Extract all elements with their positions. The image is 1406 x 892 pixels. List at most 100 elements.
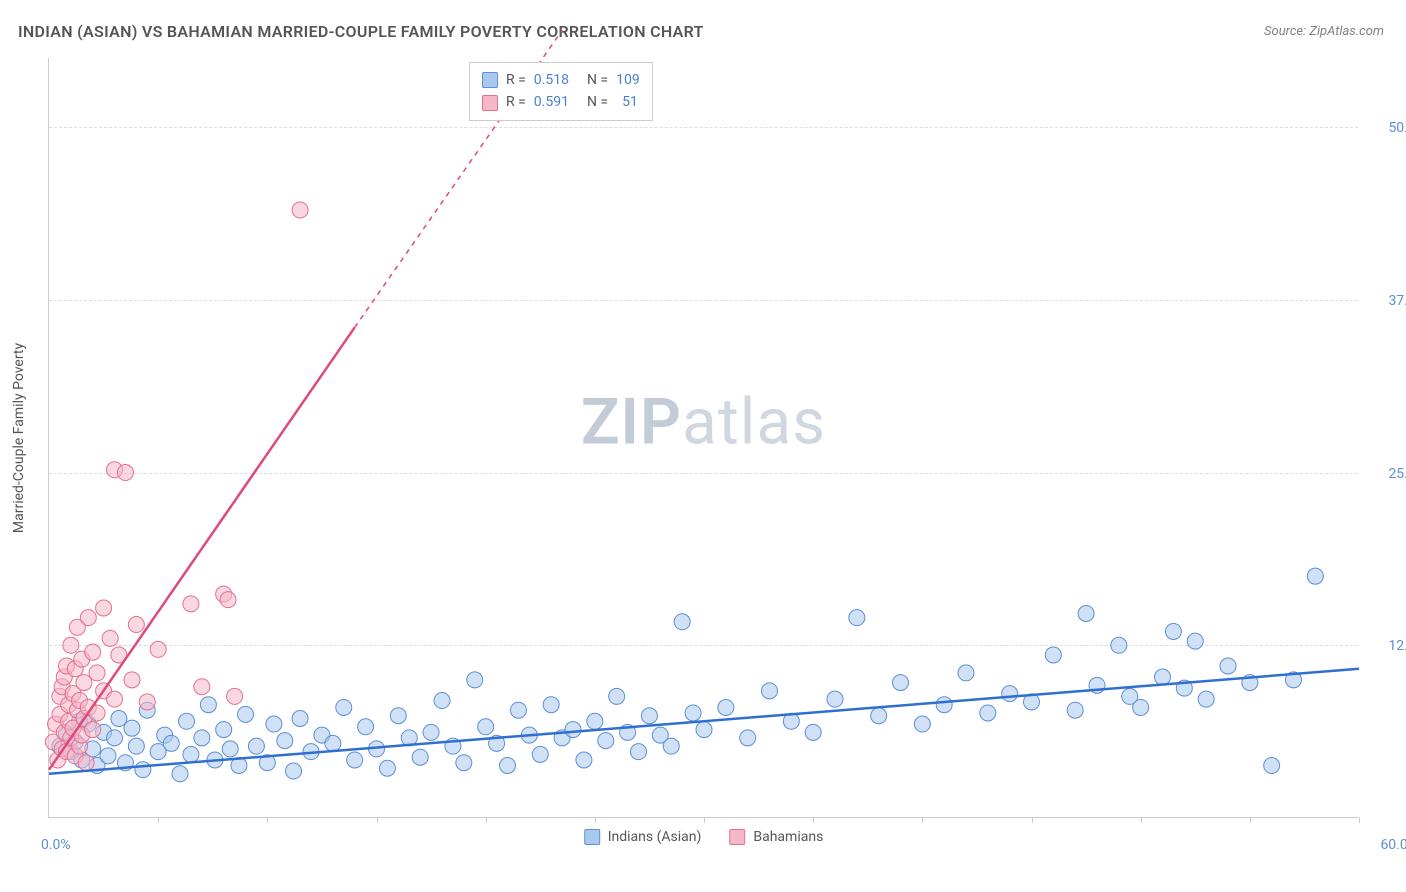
data-point-indians: [532, 746, 548, 762]
data-point-indians: [587, 713, 603, 729]
y-tick-label: 12.5%: [1388, 638, 1406, 654]
y-tick-label: 50.0%: [1388, 120, 1406, 136]
x-tick: [1032, 817, 1033, 823]
data-point-indians: [266, 716, 282, 732]
data-point-indians: [1198, 691, 1214, 707]
data-point-indians: [1165, 623, 1181, 639]
r-label: R =: [506, 91, 526, 113]
data-point-indians: [216, 722, 232, 738]
data-point-bahamians: [85, 644, 101, 660]
data-point-indians: [936, 697, 952, 713]
data-point-bahamians: [63, 637, 79, 653]
n-label: N =: [587, 69, 608, 91]
r-label: R =: [506, 69, 526, 91]
x-axis-max-label: 60.0%: [1380, 837, 1406, 853]
data-point-indians: [641, 708, 657, 724]
data-point-indians: [543, 697, 559, 713]
data-point-indians: [200, 697, 216, 713]
data-point-indians: [718, 699, 734, 715]
data-point-indians: [325, 735, 341, 751]
data-point-indians: [423, 724, 439, 740]
data-point-indians: [740, 730, 756, 746]
x-axis-min-label: 0.0%: [41, 837, 71, 853]
data-point-indians: [674, 614, 690, 630]
data-point-indians: [1111, 637, 1127, 653]
data-point-indians: [1133, 699, 1149, 715]
data-point-indians: [1067, 702, 1083, 718]
data-point-indians: [467, 672, 483, 688]
correlation-legend: R = 0.518 N = 109 R = 0.591 N = 51: [469, 62, 653, 121]
data-point-indians: [958, 665, 974, 681]
n-label: N =: [587, 91, 608, 113]
data-point-indians: [1187, 633, 1203, 649]
x-tick: [922, 817, 923, 823]
data-point-indians: [663, 738, 679, 754]
data-point-indians: [598, 733, 614, 749]
data-point-indians: [358, 719, 374, 735]
data-point-indians: [1045, 647, 1061, 663]
data-point-indians: [500, 757, 516, 773]
legend-label-indians: Indians (Asian): [608, 829, 702, 845]
data-point-indians: [980, 705, 996, 721]
data-point-bahamians: [89, 665, 105, 681]
data-point-indians: [194, 730, 210, 746]
data-point-bahamians: [76, 675, 92, 691]
x-tick: [704, 817, 705, 823]
swatch-indians: [482, 72, 498, 88]
data-point-indians: [248, 738, 264, 754]
x-tick: [158, 817, 159, 823]
data-point-indians: [1002, 686, 1018, 702]
data-point-indians: [286, 763, 302, 779]
chart-title: INDIAN (ASIAN) VS BAHAMIAN MARRIED-COUPL…: [18, 22, 704, 41]
data-point-bahamians: [150, 641, 166, 657]
data-point-indians: [111, 711, 127, 727]
n-value-indians: 109: [616, 69, 640, 91]
data-point-indians: [179, 713, 195, 729]
data-point-indians: [238, 706, 254, 722]
data-point-bahamians: [107, 691, 123, 707]
data-point-indians: [1078, 605, 1094, 621]
data-point-bahamians: [124, 672, 140, 688]
data-point-indians: [510, 702, 526, 718]
legend-label-bahamians: Bahamians: [753, 829, 823, 845]
data-point-indians: [336, 699, 352, 715]
legend-row-bahamians: R = 0.591 N = 51: [482, 91, 640, 113]
data-point-bahamians: [220, 592, 236, 608]
data-point-bahamians: [96, 600, 112, 616]
data-point-indians: [379, 760, 395, 776]
r-value-bahamians: 0.591: [534, 91, 569, 113]
data-point-bahamians: [227, 688, 243, 704]
data-point-bahamians: [102, 630, 118, 646]
plot-svg: [49, 58, 1358, 817]
data-point-indians: [163, 735, 179, 751]
y-tick-label: 37.5%: [1388, 293, 1406, 309]
data-point-indians: [762, 683, 778, 699]
x-tick: [1141, 817, 1142, 823]
x-tick: [1250, 817, 1251, 823]
data-point-indians: [849, 610, 865, 626]
data-point-indians: [100, 748, 116, 764]
x-tick: [1359, 817, 1360, 823]
data-point-bahamians: [139, 694, 155, 710]
data-point-indians: [434, 693, 450, 709]
data-point-bahamians: [194, 679, 210, 695]
data-point-indians: [576, 752, 592, 768]
data-point-indians: [914, 716, 930, 732]
data-point-indians: [609, 688, 625, 704]
swatch-indians: [584, 829, 600, 845]
data-point-bahamians: [78, 755, 94, 771]
data-point-indians: [478, 719, 494, 735]
data-point-indians: [412, 749, 428, 765]
y-tick-label: 25.0%: [1388, 466, 1406, 482]
y-axis-label: Married-Couple Family Poverty: [11, 342, 27, 532]
data-point-indians: [456, 755, 472, 771]
data-point-indians: [685, 705, 701, 721]
legend-item-bahamians: Bahamians: [729, 829, 823, 845]
data-point-indians: [124, 720, 140, 736]
x-tick: [813, 817, 814, 823]
data-point-indians: [222, 741, 238, 757]
swatch-bahamians: [482, 95, 498, 111]
data-point-indians: [277, 733, 293, 749]
data-point-indians: [390, 708, 406, 724]
data-point-bahamians: [85, 722, 101, 738]
